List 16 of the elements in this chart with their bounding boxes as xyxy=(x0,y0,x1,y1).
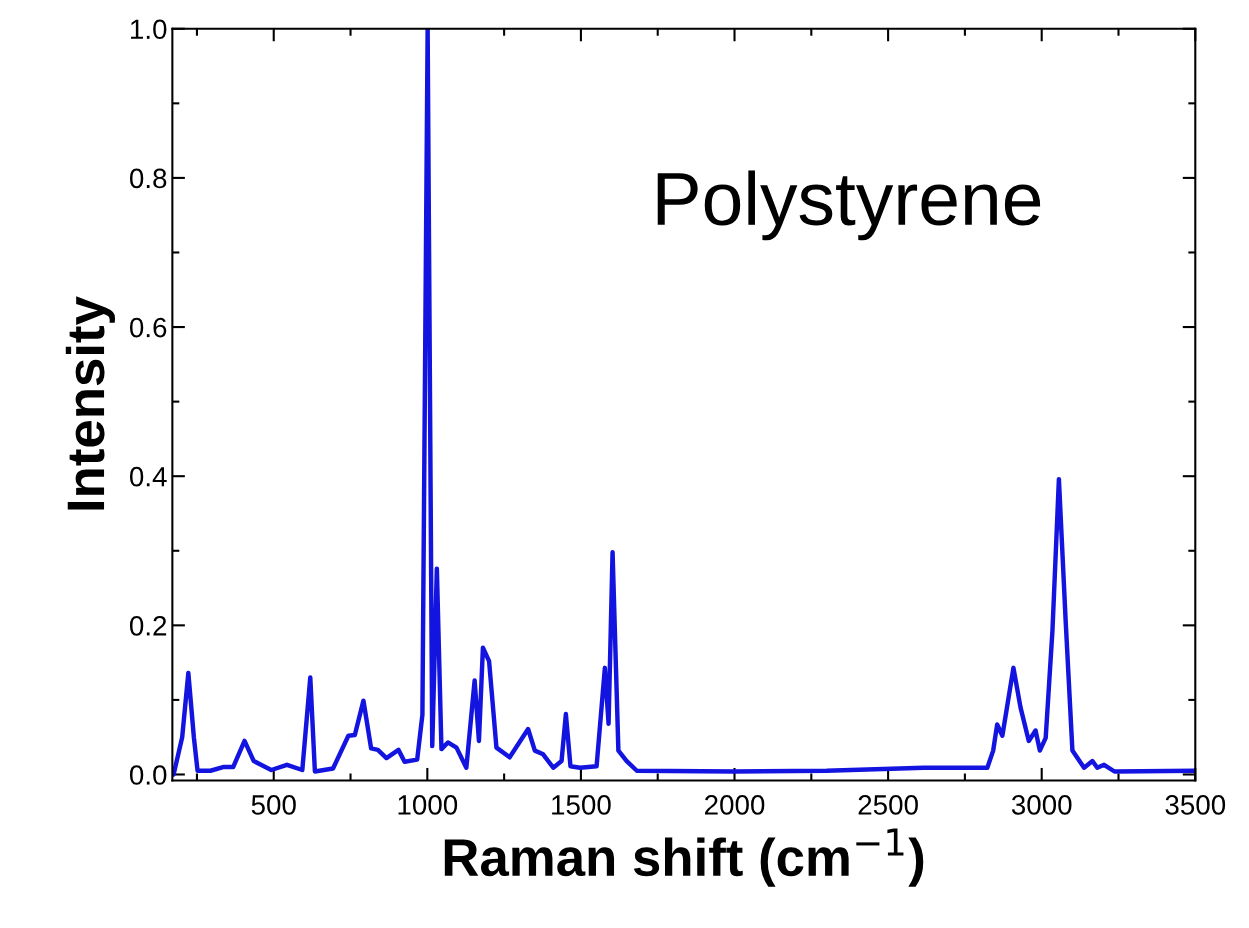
x-tick-label: 3000 xyxy=(1011,795,1072,815)
y-axis-title: Intensity xyxy=(65,296,115,510)
y-tick-label: 0.4 xyxy=(129,466,167,487)
x-tick-label: 3500 xyxy=(1165,795,1226,815)
x-tick-label: 1500 xyxy=(552,795,611,815)
y-tick-label: 0.8 xyxy=(129,168,167,189)
x-tick-label: 2000 xyxy=(705,795,765,815)
y-tick-label: 0.6 xyxy=(129,317,167,338)
x-tick-label: 2500 xyxy=(858,795,918,815)
y-tick-label: 0.2 xyxy=(129,616,167,636)
x-tick-label: 500 xyxy=(251,795,296,815)
annotation: Polystyrene xyxy=(657,170,1041,241)
y-tick-label: 0.0 xyxy=(129,765,167,785)
y-tick-label: 1.0 xyxy=(131,19,167,40)
x-tick-label: 1000 xyxy=(398,795,458,815)
x-axis-title: Raman shift (cm$^{−1}$) xyxy=(444,828,924,887)
